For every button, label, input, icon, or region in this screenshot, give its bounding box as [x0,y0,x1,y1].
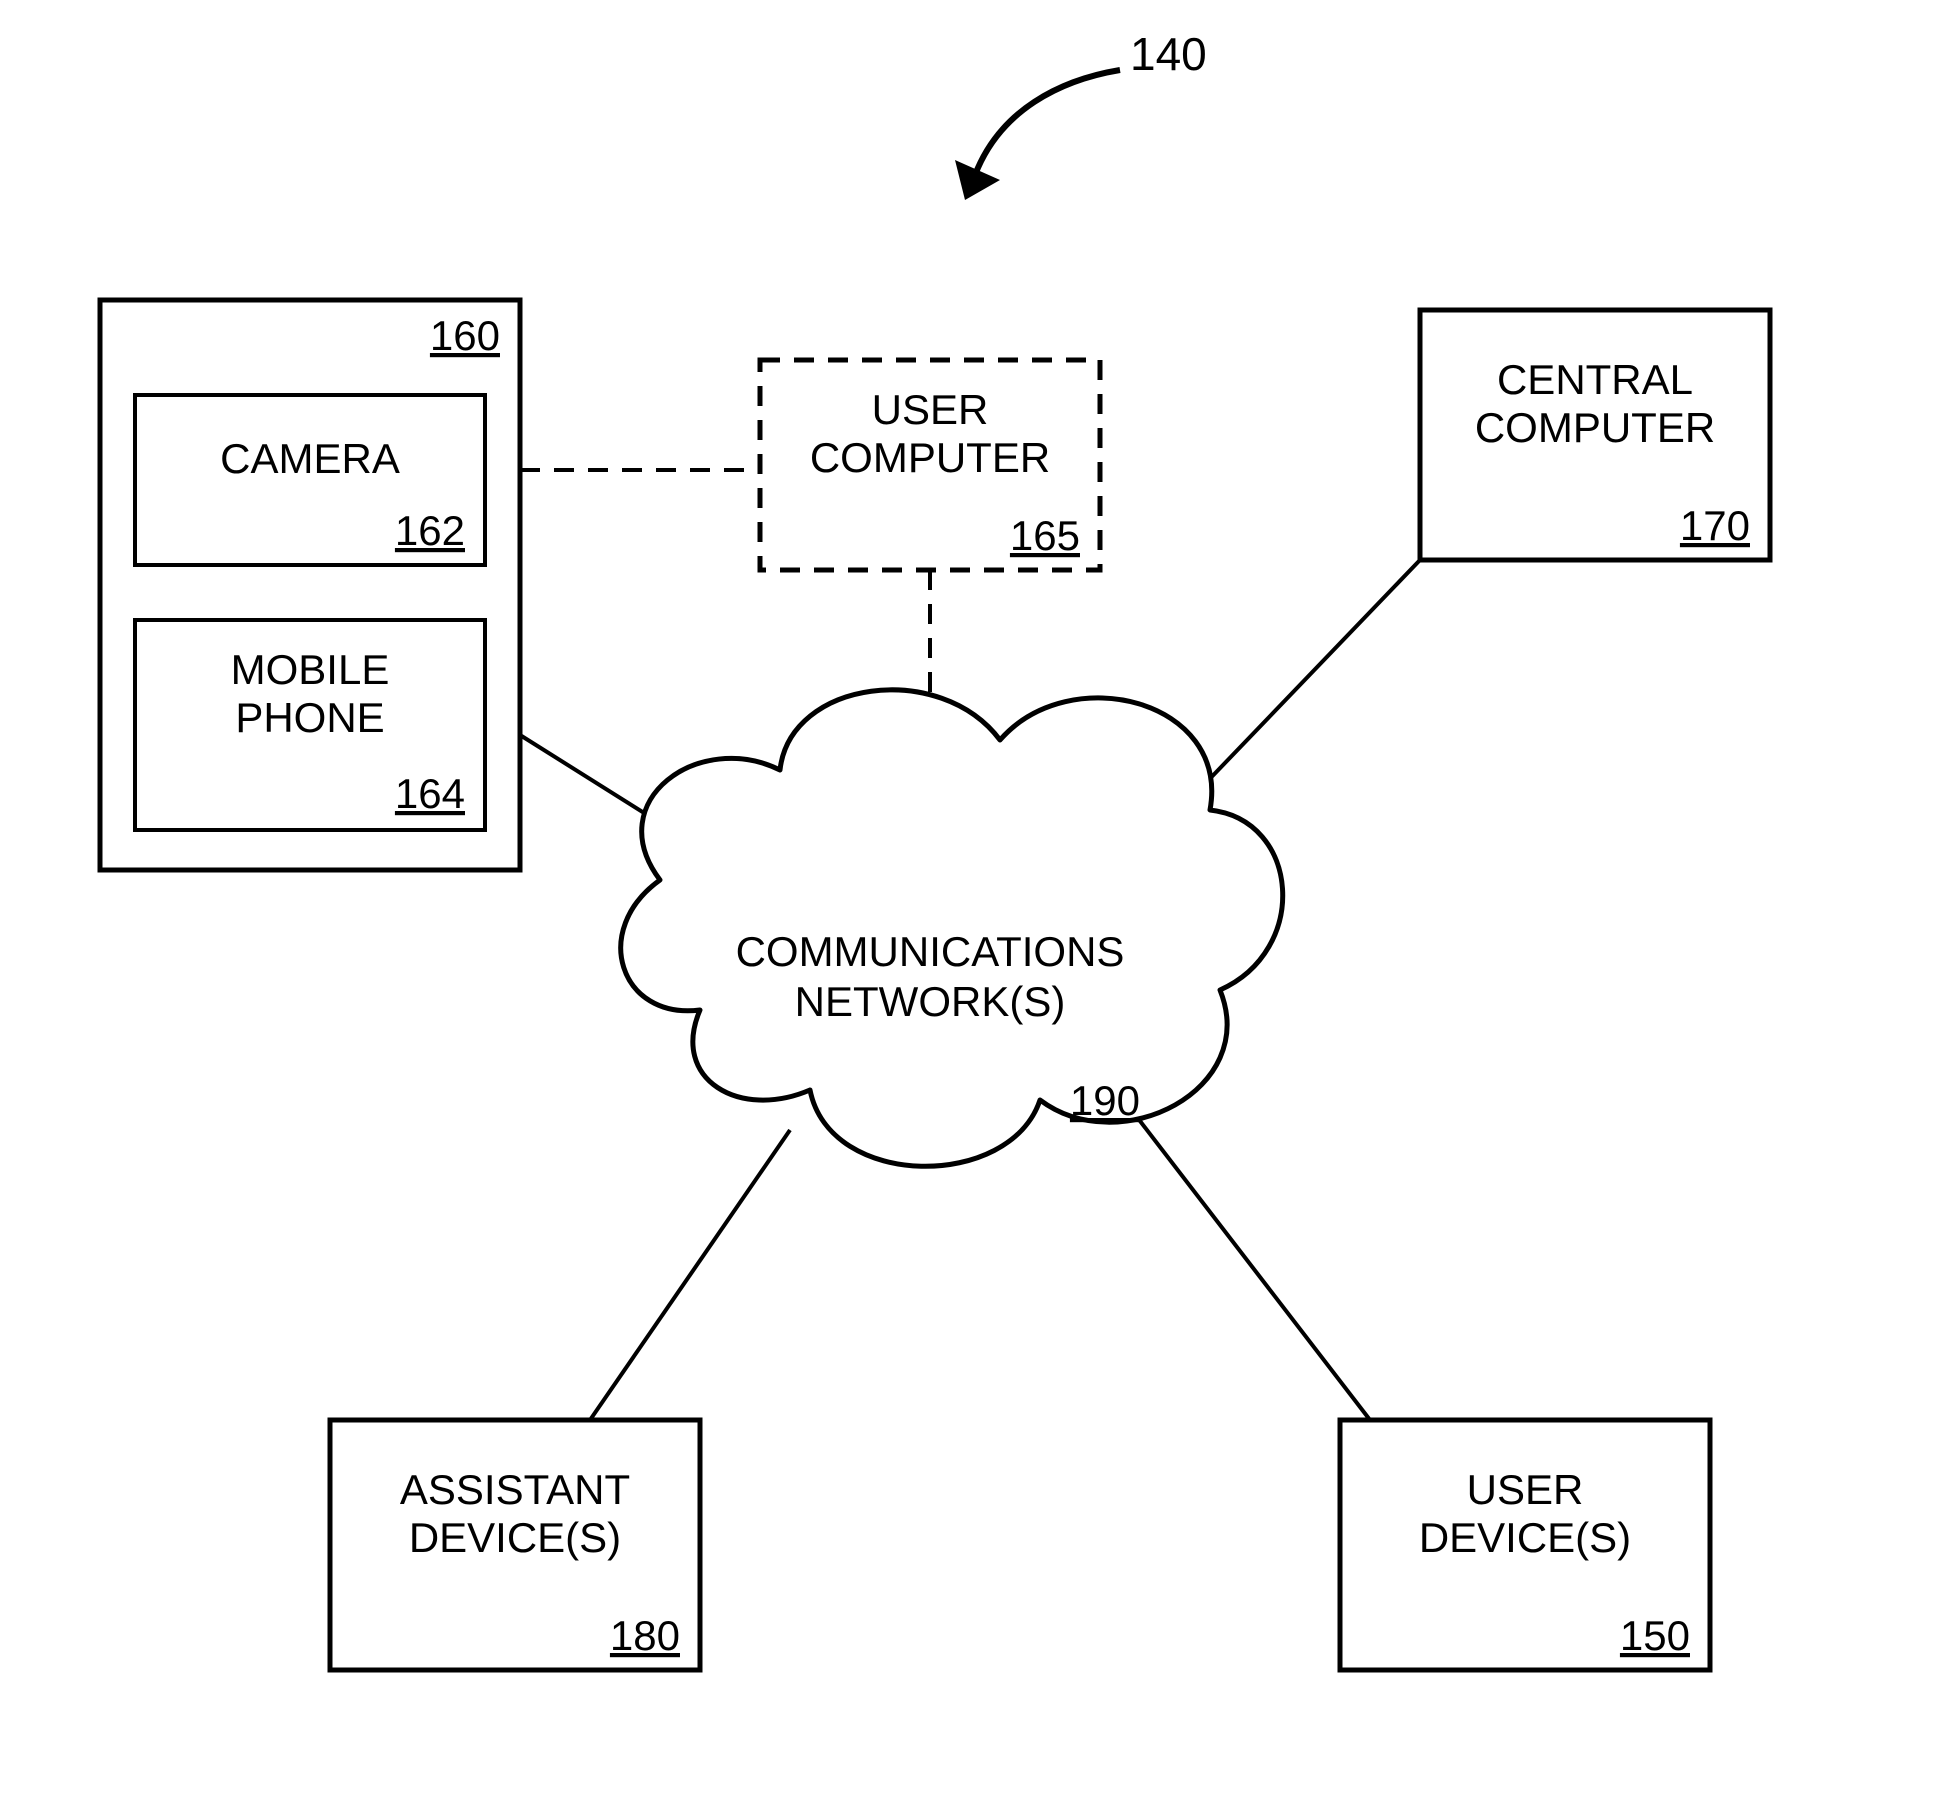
user_computer-label: USER [872,386,989,433]
central_computer-label: CENTRAL [1497,356,1693,403]
user_devices-ref: 150 [1620,1612,1690,1659]
central_computer-label: COMPUTER [1475,404,1715,451]
mobile_phone-label: MOBILE [231,646,390,693]
user_computer-ref: 165 [1010,512,1080,559]
user_computer-label: COMPUTER [810,434,1050,481]
user_devices-label: USER [1467,1466,1584,1513]
cloud-label: NETWORK(S) [795,978,1066,1025]
assistant_devices-ref: 180 [610,1612,680,1659]
camera-label: CAMERA [220,435,400,482]
cloud-label: COMMUNICATIONS [736,928,1125,975]
edge [1120,1095,1370,1420]
cloud-ref: 190 [1070,1077,1140,1124]
figure-arrow [975,70,1120,175]
camera-ref: 162 [395,507,465,554]
figure-ref: 140 [1130,28,1207,80]
central_computer-ref: 170 [1680,502,1750,549]
mobile_phone-label: PHONE [235,694,384,741]
edge [590,1130,790,1420]
assistant_devices-label: DEVICE(S) [409,1514,621,1561]
device-group-ref: 160 [430,312,500,359]
assistant_devices-label: ASSISTANT [400,1466,630,1513]
user_devices-label: DEVICE(S) [1419,1514,1631,1561]
mobile_phone-ref: 164 [395,770,465,817]
